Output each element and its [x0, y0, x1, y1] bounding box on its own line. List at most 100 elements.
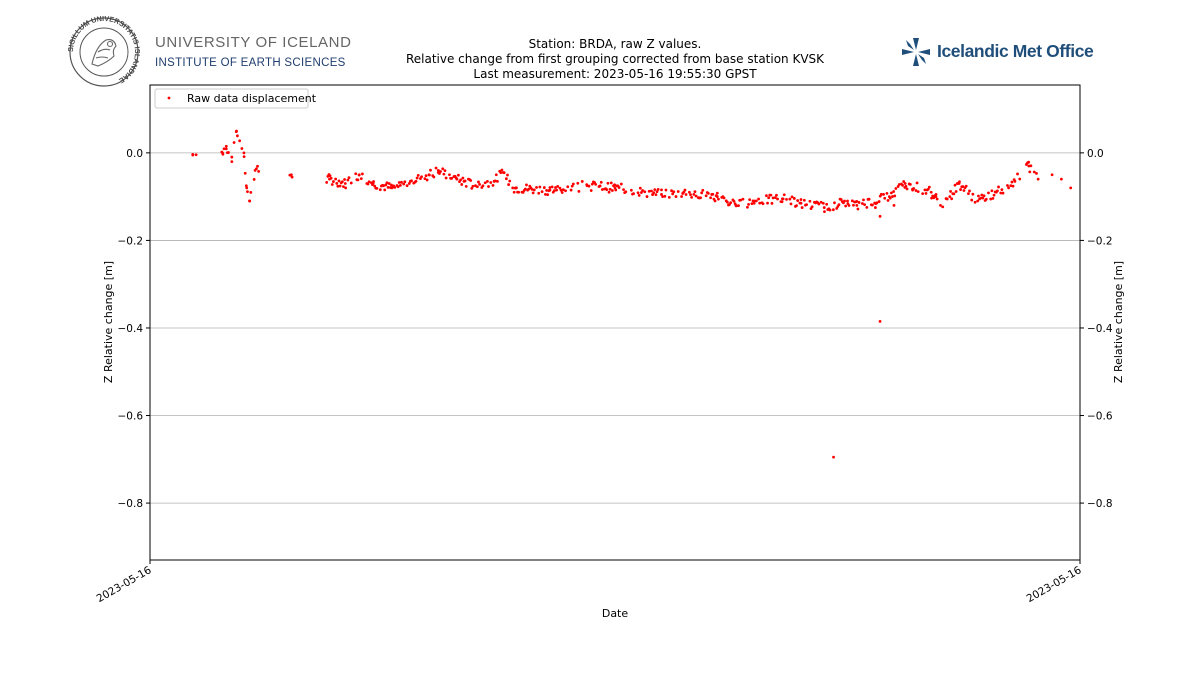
data-point — [828, 208, 832, 212]
data-point — [729, 201, 733, 204]
data-point — [242, 151, 246, 155]
data-point — [614, 188, 618, 192]
data-point — [643, 190, 647, 194]
data-point — [349, 181, 353, 185]
data-point — [429, 168, 432, 172]
data-point — [470, 186, 474, 190]
data-point — [990, 189, 994, 193]
data-point — [415, 176, 419, 180]
data-point — [538, 185, 542, 189]
data-point — [926, 187, 930, 191]
data-point — [683, 188, 687, 192]
data-point — [346, 178, 350, 182]
data-point — [855, 203, 859, 207]
data-point — [901, 183, 904, 187]
y-tick-label-right: −0.2 — [1087, 235, 1113, 247]
data-point — [1012, 178, 1016, 182]
data-point — [385, 181, 389, 185]
data-point — [469, 179, 473, 182]
data-point — [875, 201, 879, 205]
data-point — [598, 184, 602, 188]
data-point — [515, 186, 518, 190]
data-point — [398, 183, 402, 187]
data-point — [390, 183, 393, 187]
data-point — [335, 181, 339, 185]
data-point — [245, 186, 249, 190]
data-point — [328, 174, 332, 178]
chart-title-line-1: Station: BRDA, raw Z values. — [528, 37, 702, 51]
data-point — [982, 194, 986, 198]
data-point — [548, 186, 552, 189]
y-tick-label-left: −0.4 — [118, 323, 144, 335]
data-point — [991, 197, 995, 200]
x-tick-label: 2023-05-16 — [95, 564, 154, 605]
data-point — [230, 155, 234, 159]
data-point — [805, 203, 808, 207]
data-point — [850, 199, 854, 203]
data-point — [617, 186, 621, 189]
data-point — [558, 186, 562, 190]
data-point — [725, 200, 729, 204]
data-point — [496, 179, 499, 183]
data-point — [798, 201, 802, 205]
data-point — [550, 185, 554, 189]
data-point — [600, 188, 604, 191]
data-point — [500, 168, 504, 172]
chart-title-block: Station: BRDA, raw Z values. Relative ch… — [360, 37, 870, 82]
data-point — [434, 166, 438, 170]
data-point — [871, 203, 874, 207]
data-point — [980, 193, 984, 197]
data-point — [502, 171, 506, 175]
university-wordmark: UNIVERSITY OF ICELAND INSTITUTE OF EARTH… — [155, 34, 352, 69]
data-point — [443, 169, 447, 173]
data-point — [789, 202, 793, 206]
y-tick-label-right: −0.6 — [1087, 411, 1113, 423]
data-point — [737, 204, 740, 208]
data-point — [624, 190, 628, 194]
data-point — [856, 207, 860, 211]
data-point — [191, 153, 195, 156]
data-point — [802, 198, 806, 202]
data-point — [776, 197, 779, 201]
data-point — [902, 180, 906, 183]
data-point — [555, 188, 558, 192]
data-point — [240, 147, 244, 150]
data-point — [256, 164, 259, 168]
data-point — [638, 186, 642, 190]
data-point — [773, 196, 777, 200]
data-point — [407, 182, 411, 185]
data-point — [222, 147, 226, 151]
data-point — [354, 172, 358, 176]
data-point — [545, 189, 548, 192]
data-point — [894, 187, 898, 190]
data-point — [230, 160, 234, 164]
data-point — [746, 205, 749, 209]
data-point — [862, 198, 865, 202]
data-point — [252, 178, 256, 181]
data-point — [561, 188, 565, 192]
data-point — [780, 200, 784, 204]
data-point — [967, 192, 970, 196]
data-point — [751, 199, 755, 203]
data-point — [888, 196, 892, 200]
data-point — [654, 193, 658, 197]
data-point — [810, 205, 814, 209]
data-point — [997, 185, 1000, 189]
data-point — [478, 182, 481, 186]
chart-title-line-3: Last measurement: 2023-05-16 19:55:30 GP… — [473, 67, 757, 81]
data-point — [613, 183, 617, 187]
data-point — [915, 181, 919, 185]
x-axis-label: Date — [602, 607, 629, 620]
data-point — [609, 181, 613, 185]
data-point — [822, 206, 826, 209]
data-point — [556, 184, 560, 188]
data-point — [977, 194, 980, 198]
plot-frame — [149, 84, 1081, 561]
data-point — [560, 191, 564, 194]
data-point — [979, 196, 983, 200]
data-point — [923, 188, 927, 192]
data-point — [527, 187, 531, 191]
data-point — [833, 201, 836, 205]
data-point — [587, 184, 591, 188]
data-point — [689, 193, 692, 197]
